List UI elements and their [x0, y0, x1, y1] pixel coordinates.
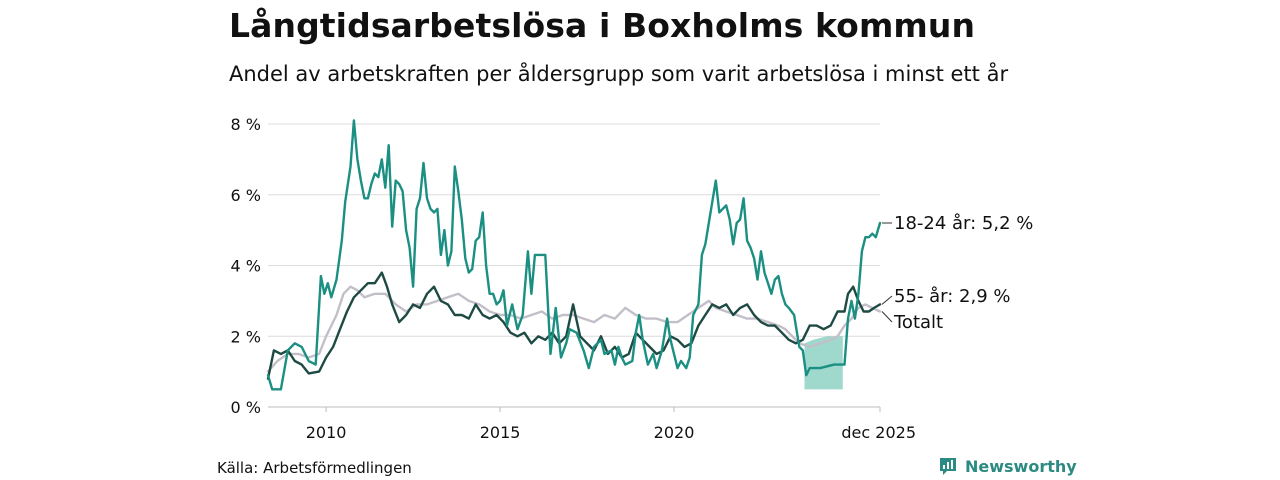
- brand-logo[interactable]: Newsworthy: [938, 456, 1077, 476]
- x-tick-label: dec 2025: [841, 423, 916, 442]
- chart-title: Långtidsarbetslösa i Boxholms kommun: [229, 6, 976, 45]
- series-line-totalt: [266, 285, 882, 373]
- x-tick-label: 2010: [306, 423, 347, 442]
- end-label-leader: [881, 311, 893, 323]
- gridlines: [268, 123, 880, 408]
- end-label-leader: [881, 295, 893, 305]
- uncertainty-band: [804, 336, 843, 390]
- end-labels: Totalt 55- år: 2,9 % 18-24 år: 5,2 %: [881, 213, 1033, 333]
- series-line-18-24-r: [266, 119, 882, 391]
- newsworthy-logo-icon: [940, 458, 956, 475]
- y-tick-label: 6 %: [231, 186, 261, 205]
- x-tick-label: 2020: [654, 423, 695, 442]
- x-tick-label: 2015: [480, 423, 521, 442]
- y-tick-label: 8 %: [231, 115, 261, 134]
- chart-subtitle: Andel av arbetskraften per åldersgrupp s…: [229, 62, 1009, 86]
- axes: 0 % 2 % 4 % 6 % 8 % 2010 2015 2020 dec 2025: [231, 115, 916, 442]
- source-note: Källa: Arbetsförmedlingen: [217, 459, 412, 477]
- band-area: [804, 336, 843, 390]
- series-line-55-r: [266, 271, 882, 380]
- end-label: Totalt: [893, 312, 943, 333]
- series-lines: [266, 119, 882, 391]
- y-tick-label: 4 %: [231, 257, 261, 276]
- end-label: 18-24 år: 5,2 %: [894, 213, 1033, 234]
- y-tick-label: 2 %: [231, 327, 261, 346]
- brand-name: Newsworthy: [965, 456, 1077, 476]
- end-label: 55- år: 2,9 %: [894, 286, 1010, 307]
- y-tick-label: 0 %: [231, 398, 261, 417]
